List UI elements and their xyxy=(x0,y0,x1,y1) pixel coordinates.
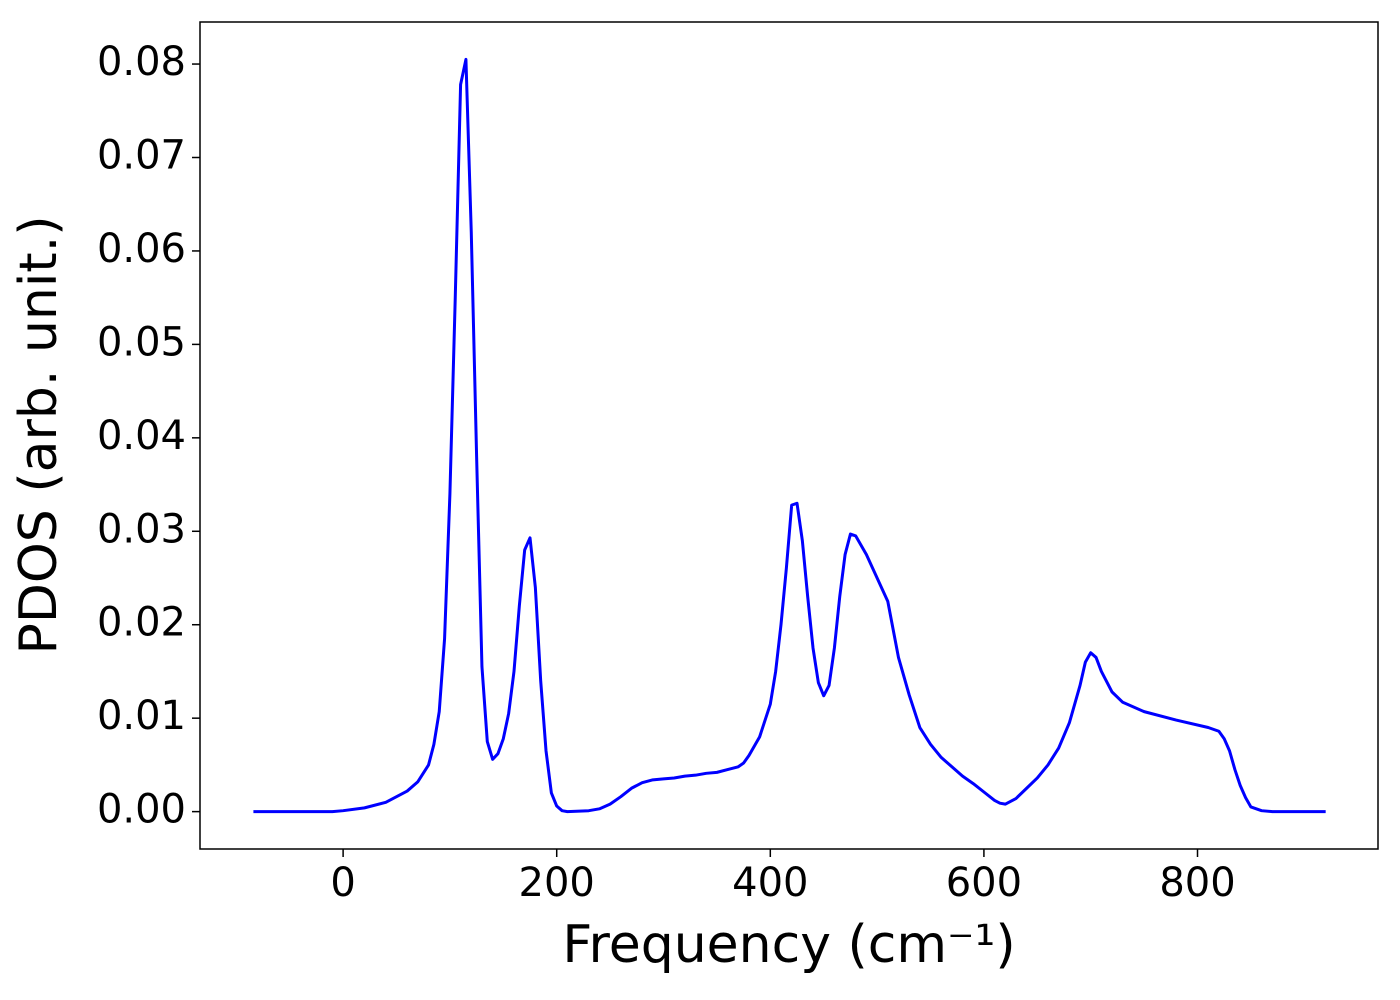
y-tick-label: 0.07 xyxy=(97,132,186,178)
y-tick-label: 0.02 xyxy=(97,600,186,646)
x-axis-label: Frequency (cm⁻¹) xyxy=(562,915,1015,975)
line-series xyxy=(253,57,1326,814)
x-tick-label: 200 xyxy=(519,860,595,906)
y-tick-label: 0.03 xyxy=(97,506,186,552)
plot-frame xyxy=(199,21,1379,850)
x-tick-label: 800 xyxy=(1159,860,1235,906)
y-tick-label: 0.04 xyxy=(97,413,186,459)
y-tick-label: 0.08 xyxy=(97,39,186,85)
x-tick-label: 600 xyxy=(946,860,1022,906)
y-axis-label: PDOS (arb. unit.) xyxy=(9,215,69,654)
x-tick-label: 400 xyxy=(732,860,808,906)
x-tick-label: 0 xyxy=(330,860,355,906)
y-tick-label: 0.06 xyxy=(97,226,186,272)
y-tick-label: 0.05 xyxy=(97,319,186,365)
y-tick-label: 0.01 xyxy=(97,693,186,739)
y-tick-label: 0.00 xyxy=(97,787,186,833)
